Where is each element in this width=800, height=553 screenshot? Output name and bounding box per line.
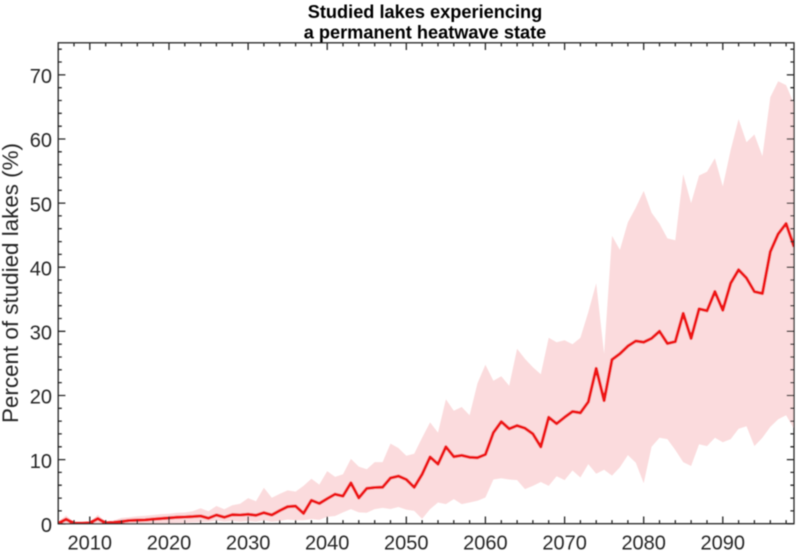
svg-text:2080: 2080 bbox=[621, 533, 666, 553]
svg-text:30: 30 bbox=[30, 323, 52, 345]
svg-text:2030: 2030 bbox=[226, 533, 271, 553]
svg-text:70: 70 bbox=[30, 66, 52, 88]
svg-text:Studied lakes experiencing: Studied lakes experiencing bbox=[308, 2, 543, 22]
svg-text:2060: 2060 bbox=[463, 533, 508, 553]
svg-text:10: 10 bbox=[30, 451, 52, 473]
svg-text:0: 0 bbox=[41, 515, 52, 537]
svg-text:2020: 2020 bbox=[147, 533, 192, 553]
svg-text:2050: 2050 bbox=[384, 533, 429, 553]
svg-text:60: 60 bbox=[30, 130, 52, 152]
svg-text:2040: 2040 bbox=[305, 533, 350, 553]
svg-text:Percent of studied lakes (%): Percent of studied lakes (%) bbox=[0, 143, 23, 423]
svg-text:2010: 2010 bbox=[68, 533, 113, 553]
svg-text:40: 40 bbox=[30, 258, 52, 280]
svg-text:50: 50 bbox=[30, 194, 52, 216]
svg-text:a permanent heatwave state: a permanent heatwave state bbox=[304, 22, 547, 42]
svg-text:20: 20 bbox=[30, 387, 52, 409]
svg-text:2090: 2090 bbox=[701, 533, 746, 553]
svg-text:2070: 2070 bbox=[542, 533, 587, 553]
